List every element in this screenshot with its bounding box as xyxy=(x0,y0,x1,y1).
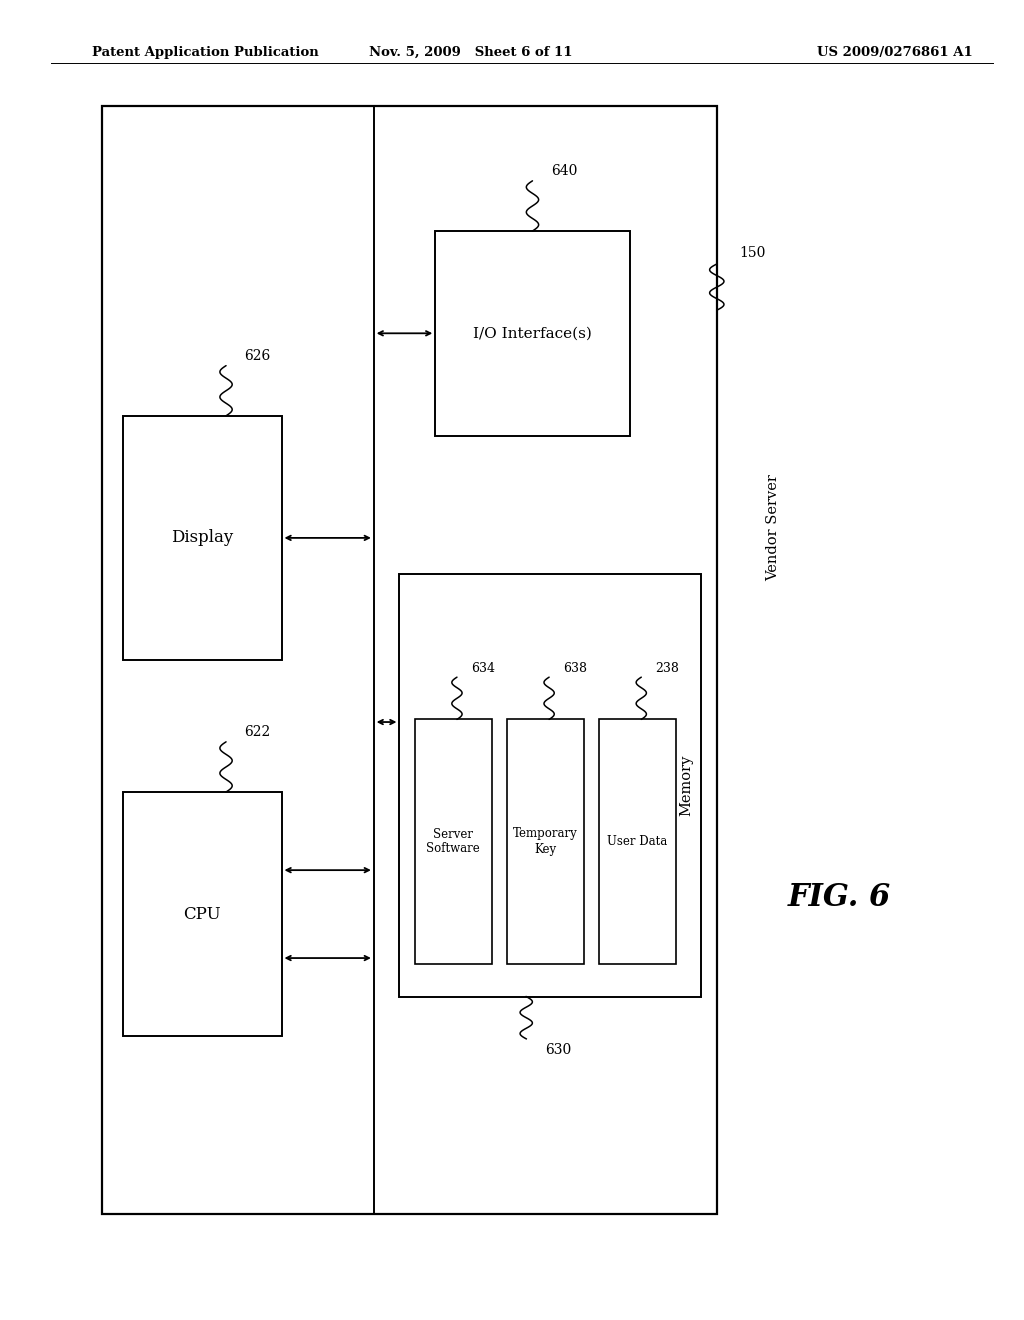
Text: Display: Display xyxy=(171,529,233,546)
Text: US 2009/0276861 A1: US 2009/0276861 A1 xyxy=(817,46,973,59)
Bar xyxy=(102,106,717,1214)
Text: User Data: User Data xyxy=(607,836,668,847)
Text: 626: 626 xyxy=(245,348,270,363)
Text: I/O Interface(s): I/O Interface(s) xyxy=(473,326,592,341)
Text: FIG. 6: FIG. 6 xyxy=(788,882,891,913)
Text: 634: 634 xyxy=(471,661,496,675)
Text: Server
Software: Server Software xyxy=(426,828,480,855)
Text: 150: 150 xyxy=(739,246,766,260)
Text: Memory: Memory xyxy=(679,755,693,816)
Text: 638: 638 xyxy=(563,661,588,675)
Text: 640: 640 xyxy=(551,164,578,178)
Text: Patent Application Publication: Patent Application Publication xyxy=(92,46,318,59)
Text: 622: 622 xyxy=(245,725,270,739)
Bar xyxy=(599,719,676,964)
Bar xyxy=(435,231,630,436)
Text: Vendor Server: Vendor Server xyxy=(766,475,780,581)
Bar xyxy=(123,416,282,660)
Bar xyxy=(123,792,282,1036)
Text: 238: 238 xyxy=(655,661,680,675)
Text: CPU: CPU xyxy=(183,906,221,923)
Text: Temporary
Key: Temporary Key xyxy=(513,828,578,855)
Text: Nov. 5, 2009   Sheet 6 of 11: Nov. 5, 2009 Sheet 6 of 11 xyxy=(370,46,572,59)
Text: 630: 630 xyxy=(545,1043,571,1057)
Bar xyxy=(507,719,584,964)
Bar xyxy=(415,719,492,964)
Bar xyxy=(399,574,701,997)
